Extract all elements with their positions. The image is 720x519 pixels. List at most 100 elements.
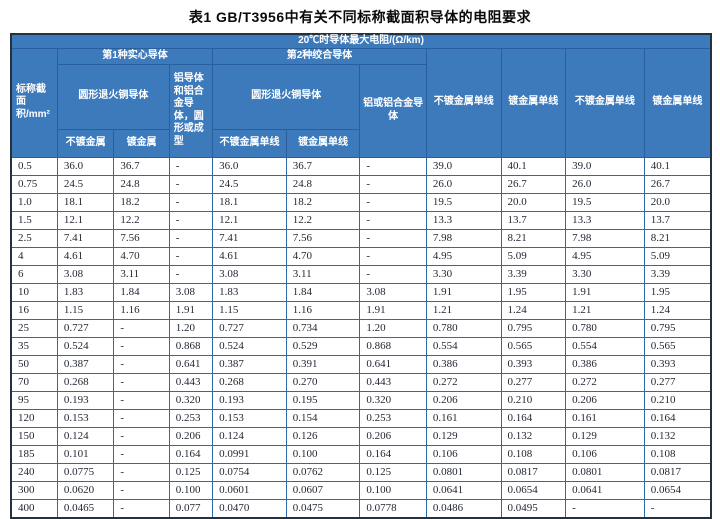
row-size-cell: 0.5: [10, 156, 58, 176]
row-size-cell: 6: [10, 264, 58, 284]
header-class1-copper-plated: 镀金属: [113, 128, 170, 158]
value-cell: 0.126: [285, 426, 361, 446]
value-cell: 0.129: [425, 426, 502, 446]
value-cell: -: [168, 174, 214, 194]
value-cell: 0.386: [565, 354, 645, 374]
value-cell: 7.41: [212, 228, 287, 248]
value-cell: 0.0641: [425, 480, 502, 500]
value-cell: 24.5: [212, 174, 287, 194]
value-cell: 7.56: [113, 228, 170, 248]
value-cell: 0.206: [168, 426, 214, 446]
value-cell: 19.5: [425, 192, 502, 212]
table-row: 6 3.08 3.11-3.08 3.11-3.30 3.39 3.30 3.39: [10, 264, 712, 284]
table-row: 4 4.61 4.70-4.61 4.70-4.95 5.09 4.95 5.09: [10, 246, 712, 266]
value-cell: 0.253: [168, 408, 214, 428]
value-cell: 1.21: [425, 300, 502, 320]
table-row: 16 1.15 1.16 1.91 1.15 1.16 1.91 1.21 1.24 1.21 1.…: [10, 300, 712, 320]
table-row: 120 0.153-0.253 0.153 0.154 0.253 0.161 0.164 0…: [10, 408, 712, 428]
value-cell: 0.277: [643, 372, 712, 392]
header-plated-wire-b: 镀金属单线: [643, 47, 712, 158]
value-cell: 24.8: [285, 174, 361, 194]
value-cell: 0.268: [212, 372, 287, 392]
value-cell: 4.70: [285, 246, 361, 266]
value-cell: 0.210: [500, 390, 567, 410]
value-cell: 0.780: [565, 318, 645, 338]
value-cell: -: [359, 192, 427, 212]
value-cell: 4.61: [56, 246, 115, 266]
value-cell: 0.193: [56, 390, 115, 410]
value-cell: 0.0470: [212, 498, 287, 518]
table-row: 300 0.0620-0.100 0.0601 0.0607 0.100 0.0641 0.…: [10, 480, 712, 500]
value-cell: -: [113, 372, 170, 392]
header-row-groups: 标称截面积/mm² 第1种实心导体 第2种绞合导体 不镀金属单线 镀金属单线 不…: [10, 47, 712, 158]
value-cell: 13.3: [565, 210, 645, 230]
value-cell: 0.0762: [285, 462, 361, 482]
value-cell: 36.0: [212, 156, 287, 176]
value-cell: 0.210: [643, 390, 712, 410]
value-cell: 20.0: [643, 192, 712, 212]
value-cell: 0.108: [643, 444, 712, 464]
value-cell: 1.20: [168, 318, 214, 338]
value-cell: 0.387: [56, 354, 115, 374]
value-cell: -: [113, 408, 170, 428]
value-cell: -: [359, 246, 427, 266]
value-cell: 1.91: [168, 300, 214, 320]
value-cell: 0.0654: [500, 480, 567, 500]
value-cell: 26.7: [643, 174, 712, 194]
value-cell: -: [359, 174, 427, 194]
value-cell: 0.101: [56, 444, 115, 464]
row-size-cell: 70: [10, 372, 58, 392]
table-row: 10 1.83 1.84 3.08 1.83 1.84 3.08 1.91 1.95 1.91 1.…: [10, 282, 712, 302]
value-cell: 4.95: [565, 246, 645, 266]
value-cell: 20.0: [500, 192, 567, 212]
value-cell: 36.7: [113, 156, 170, 176]
value-cell: 0.0801: [565, 462, 645, 482]
value-cell: -: [168, 228, 214, 248]
value-cell: 7.56: [285, 228, 361, 248]
table-row: 25 0.727-1.20 0.727 0.734 1.20 0.780 0.795 0.78…: [10, 318, 712, 338]
value-cell: 26.0: [425, 174, 502, 194]
value-cell: 0.161: [565, 408, 645, 428]
value-cell: 1.24: [643, 300, 712, 320]
value-cell: 7.98: [425, 228, 502, 248]
value-cell: 26.0: [565, 174, 645, 194]
value-cell: 3.08: [212, 264, 287, 284]
value-cell: 0.206: [359, 426, 427, 446]
value-cell: 1.20: [359, 318, 427, 338]
value-cell: 0.529: [285, 336, 361, 356]
value-cell: 3.30: [565, 264, 645, 284]
value-cell: 1.95: [500, 282, 567, 302]
value-cell: 4.61: [212, 246, 287, 266]
table-row: 95 0.193-0.320 0.193 0.195 0.320 0.206 0.210 0.…: [10, 390, 712, 410]
value-cell: 0.106: [425, 444, 502, 464]
row-size-cell: 240: [10, 462, 58, 482]
value-cell: 13.3: [425, 210, 502, 230]
row-size-cell: 50: [10, 354, 58, 374]
value-cell: 0.125: [359, 462, 427, 482]
value-cell: -: [113, 318, 170, 338]
table-row: 185 0.101-0.164 0.0991 0.100 0.164 0.106 0.108…: [10, 444, 712, 464]
header-class1-aluminum: 铝导体和铝合金导体，圆形或成型: [168, 63, 214, 158]
value-cell: 0.132: [643, 426, 712, 446]
value-cell: -: [565, 498, 645, 518]
value-cell: 0.0775: [56, 462, 115, 482]
value-cell: -: [359, 156, 427, 176]
table-row: 35 0.524-0.868 0.524 0.529 0.868 0.554 0.565 0.…: [10, 336, 712, 356]
value-cell: 1.21: [565, 300, 645, 320]
value-cell: 4.95: [425, 246, 502, 266]
value-cell: 0.268: [56, 372, 115, 392]
value-cell: 1.84: [113, 282, 170, 302]
value-cell: 0.270: [285, 372, 361, 392]
header-class1-copper: 圆形退火铜导体: [56, 63, 170, 130]
value-cell: 36.7: [285, 156, 361, 176]
value-cell: 5.09: [500, 246, 567, 266]
value-cell: -: [113, 336, 170, 356]
value-cell: 0.129: [565, 426, 645, 446]
value-cell: 1.15: [212, 300, 287, 320]
value-cell: 0.272: [565, 372, 645, 392]
value-cell: 40.1: [500, 156, 567, 176]
value-cell: -: [168, 192, 214, 212]
value-cell: 0.206: [425, 390, 502, 410]
value-cell: -: [359, 228, 427, 248]
value-cell: 13.7: [643, 210, 712, 230]
